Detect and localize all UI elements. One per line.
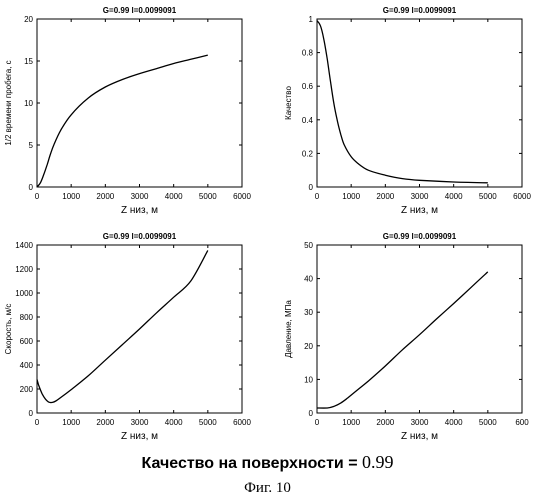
chart-2-x-tick-label: 2000 [376, 192, 394, 201]
chart-2-y-tick-label: 0.8 [302, 49, 314, 58]
chart-2-x-tick-label: 5000 [479, 192, 497, 201]
chart-3-y-tick-label: 400 [20, 361, 34, 370]
chart-4-x-tick-label: 3000 [411, 418, 429, 427]
chart-4-x-tick-label: 2000 [376, 418, 394, 427]
chart-2-x-tick-label: 1000 [342, 192, 360, 201]
chart-1: 0 1000 2000 3000 4000 5000 6000 0 5 10 15 20 G=0.99 … [4, 6, 251, 216]
chart-3-y-tick-label: 600 [20, 337, 34, 346]
chart-1-title: G=0.99 l=0.0099091 [103, 6, 177, 15]
chart-2-frame [317, 19, 522, 187]
chart-3-x-tick-label: 1000 [62, 418, 80, 427]
chart-1-x-tick-label: 5000 [199, 192, 217, 201]
surface-quality-value: 0.99 [362, 452, 394, 472]
chart-4-x-tick-label: 600 [515, 418, 529, 427]
chart-3-x-tick-label: 2000 [96, 418, 114, 427]
chart-4-y-tick-label: 10 [304, 375, 313, 384]
chart-3: 0 1000 2000 3000 4000 5000 6000 0 200 400 600 800 10… [4, 232, 251, 442]
chart-3-y-tick-label: 200 [20, 385, 34, 394]
chart-1-y-tick-label: 5 [29, 141, 34, 150]
chart-1-x-tick-label: 0 [35, 192, 40, 201]
chart-4-y-tick-label: 0 [309, 409, 314, 418]
chart-2-y-tick-label: 0.4 [302, 116, 314, 125]
chart-3-x-tick-label: 0 [35, 418, 40, 427]
chart-4-title: G=0.99 l=0.0099091 [383, 232, 457, 241]
chart-4-y-axis-label: Давление, МПа [284, 300, 293, 358]
chart-4: 01000200030004000500060001020304050G=0.9… [284, 232, 529, 442]
chart-4-frame [317, 245, 522, 413]
chart-3-title: G=0.99 l=0.0099091 [103, 232, 177, 241]
chart-3-y-axis-label: Скорость, м/с [4, 304, 13, 355]
chart-1-x-tick-label: 4000 [165, 192, 183, 201]
chart-1-y-tick-label: 10 [24, 99, 33, 108]
chart-2-y-axis-label: Качество [284, 86, 293, 120]
chart-3-x-axis-label: Z низ, м [121, 431, 158, 442]
chart-4-x-tick-label: 1000 [342, 418, 360, 427]
chart-4-series-line-1 [317, 272, 488, 408]
chart-3-y-tick-label: 800 [20, 313, 34, 322]
chart-1-frame [37, 19, 242, 187]
chart-1-y-tick-label: 15 [24, 57, 33, 66]
chart-1-x-tick-label: 6000 [233, 192, 251, 201]
chart-2-y-tick-label: 0 [309, 183, 314, 192]
chart-4-y-tick-label: 30 [304, 308, 313, 317]
chart-2-x-tick-label: 0 [315, 192, 320, 201]
chart-2-y-tick-label: 0.2 [302, 149, 314, 158]
chart-4-y-tick-label: 40 [304, 275, 313, 284]
chart-2-x-tick-label: 6000 [513, 192, 531, 201]
chart-4-y-tick-label: 50 [304, 241, 313, 250]
chart-2-title: G=0.99 l=0.0099091 [383, 6, 457, 15]
figure-label: Фиг. 10 [0, 480, 535, 497]
chart-3-x-tick-label: 6000 [233, 418, 251, 427]
surface-quality-caption: Качество на поверхности = 0.99 [0, 452, 535, 473]
chart-2-x-tick-label: 3000 [411, 192, 429, 201]
chart-3-y-tick-label: 1400 [15, 241, 33, 250]
chart-1-x-tick-label: 3000 [131, 192, 149, 201]
chart-4-x-axis-label: Z низ, м [401, 431, 438, 442]
chart-3-x-tick-label: 5000 [199, 418, 217, 427]
chart-3-y-tick-label: 1200 [15, 265, 33, 274]
chart-1-x-tick-label: 1000 [62, 192, 80, 201]
chart-2-x-tick-label: 4000 [445, 192, 463, 201]
chart-3-y-tick-label: 0 [29, 409, 34, 418]
chart-1-y-axis-label: 1/2 времени пробега, с [4, 60, 13, 145]
chart-4-x-tick-label: 4000 [445, 418, 463, 427]
chart-4-y-tick-label: 20 [304, 342, 313, 351]
chart-2-y-tick-label: 0.6 [302, 82, 314, 91]
chart-3-y-tick-label: 1000 [15, 289, 33, 298]
chart-2-y-tick-label: 1 [309, 15, 314, 24]
chart-4-x-tick-label: 5000 [479, 418, 497, 427]
chart-1-y-tick-label: 0 [29, 183, 34, 192]
chart-3-series-line-1 [37, 250, 208, 402]
chart-2-series-line-1 [317, 21, 488, 183]
surface-quality-label: Качество на поверхности = [142, 455, 358, 472]
chart-4-x-tick-label: 0 [315, 418, 320, 427]
chart-1-x-axis-label: Z низ, м [121, 205, 158, 216]
chart-2-x-axis-label: Z низ, м [401, 205, 438, 216]
chart-1-series-line-1 [37, 55, 208, 187]
chart-1-x-tick-label: 2000 [96, 192, 114, 201]
chart-1-y-tick-label: 20 [24, 15, 33, 24]
chart-3-x-tick-label: 4000 [165, 418, 183, 427]
chart-2: 0 1000 2000 3000 4000 5000 6000 0 0.2 0.4 0.6 0.8 1 G… [284, 6, 531, 216]
chart-3-x-tick-label: 3000 [131, 418, 149, 427]
